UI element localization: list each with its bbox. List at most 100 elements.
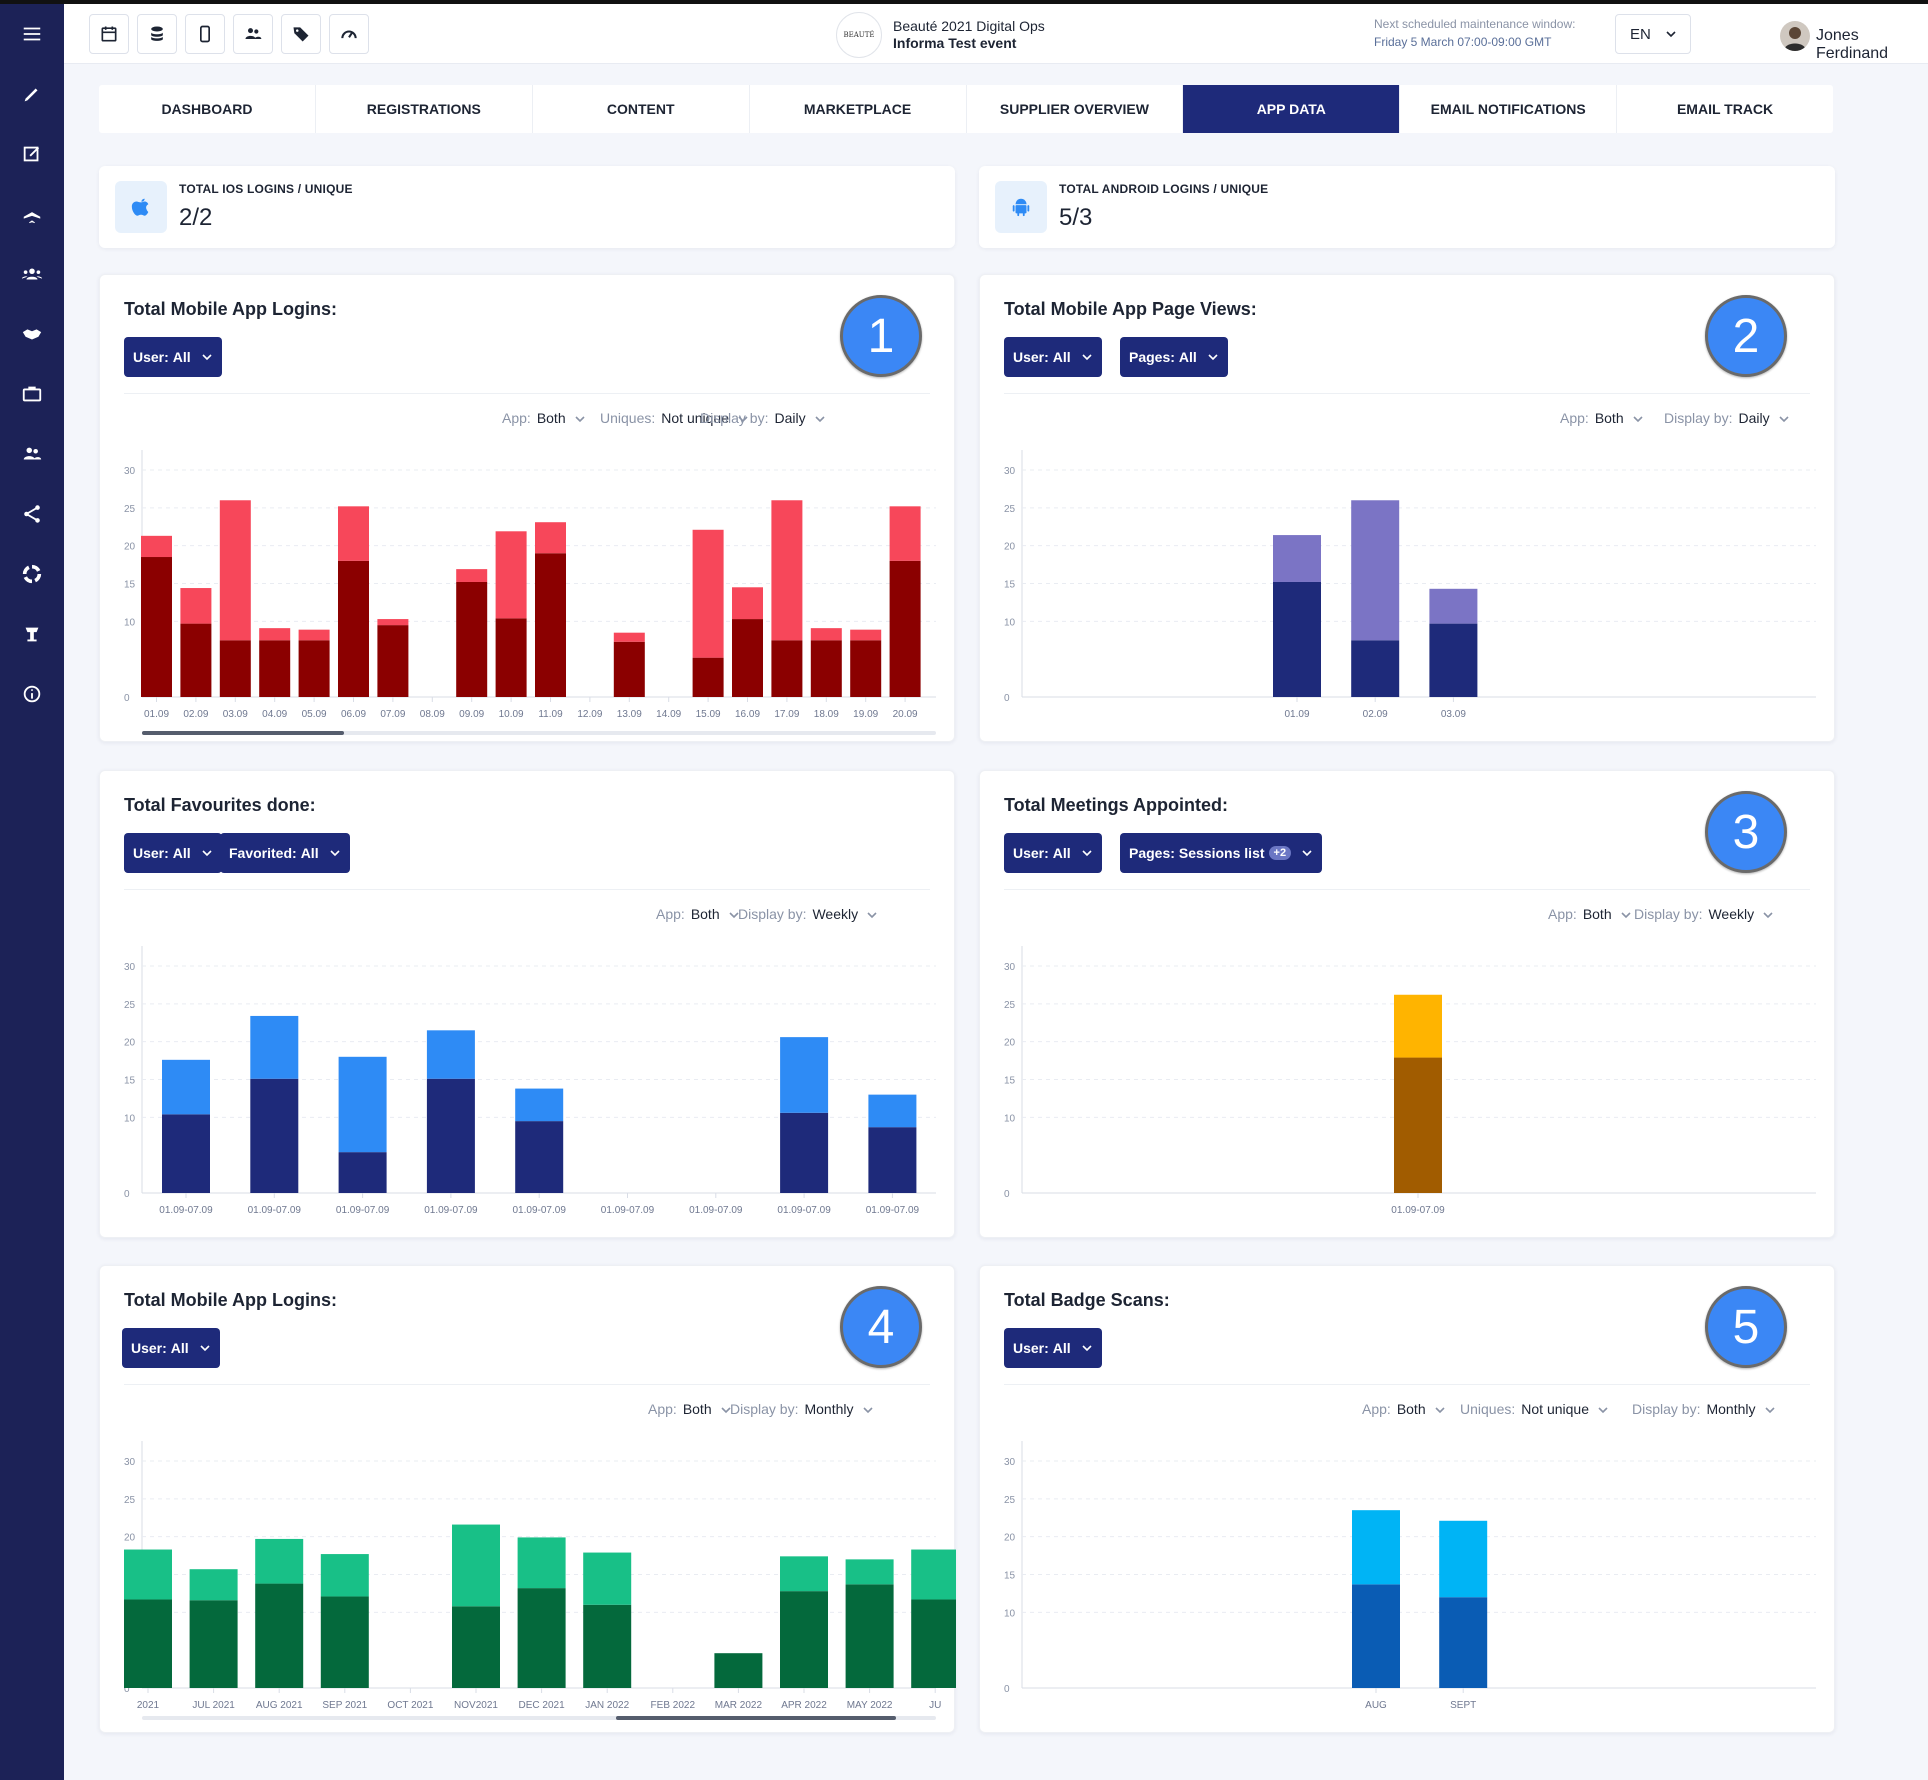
tab-supplier-overview[interactable]: SUPPLIER OVERVIEW [967, 85, 1184, 133]
bar-segment[interactable] [456, 581, 488, 697]
filter-dropdown[interactable]: Display by: Monthly [730, 1401, 874, 1417]
bar-segment[interactable] [259, 640, 291, 697]
bar-segment[interactable] [298, 640, 330, 697]
bar-segment[interactable] [124, 1599, 172, 1688]
tab-email-notifications[interactable]: EMAIL NOTIFICATIONS [1400, 85, 1618, 133]
tab-app-data[interactable]: APP DATA [1183, 85, 1401, 133]
bar-segment[interactable] [535, 522, 566, 554]
bar-segment[interactable] [452, 1524, 500, 1607]
filter-dropdown[interactable]: Uniques: Not unique [1460, 1401, 1609, 1417]
filter-pill[interactable]: User: All [1004, 1328, 1102, 1368]
bar-segment[interactable] [320, 1596, 369, 1688]
bar-segment[interactable] [320, 1554, 369, 1597]
bar-segment[interactable] [850, 640, 882, 697]
bar-segment[interactable] [162, 1059, 210, 1115]
bar-segment[interactable] [1352, 1510, 1400, 1585]
bar-segment[interactable] [338, 1056, 387, 1153]
avatar[interactable] [1780, 21, 1810, 51]
bar-segment[interactable] [732, 619, 763, 697]
filter-pill[interactable]: User: All [1004, 833, 1102, 873]
bar-segment[interactable] [495, 531, 527, 619]
bar-segment[interactable] [456, 569, 488, 582]
bar-segment[interactable] [850, 629, 882, 641]
bar-segment[interactable] [780, 1112, 829, 1193]
filter-dropdown[interactable]: Uniques: Not unique [600, 410, 749, 426]
bar-segment[interactable] [426, 1030, 475, 1079]
pencil-icon[interactable] [0, 64, 64, 124]
edit-icon[interactable] [0, 124, 64, 184]
bar-segment[interactable] [426, 1078, 475, 1193]
bar-segment[interactable] [1273, 535, 1321, 582]
bar-segment[interactable] [452, 1606, 500, 1688]
bar-segment[interactable] [692, 657, 724, 697]
bar-segment[interactable] [189, 1569, 238, 1601]
user-name[interactable]: Jones Ferdinand [1816, 27, 1889, 62]
tab-email-track[interactable]: EMAIL TRACK [1676, 101, 1774, 117]
filter-dropdown[interactable]: Display by: Weekly [1634, 906, 1774, 922]
bar-segment[interactable] [180, 588, 212, 624]
tab-content[interactable]: CONTENT [533, 85, 750, 133]
filter-dropdown[interactable]: Display by: Monthly [1632, 1401, 1776, 1417]
bar-segment[interactable] [889, 506, 921, 561]
filter-dropdown[interactable]: Display by: Weekly [738, 906, 878, 922]
bar-segment[interactable] [250, 1015, 299, 1079]
bar-segment[interactable] [868, 1094, 917, 1128]
bar-segment[interactable] [219, 500, 251, 641]
bar-segment[interactable] [255, 1538, 304, 1584]
bar-segment[interactable] [583, 1604, 632, 1688]
bar-segment[interactable] [583, 1552, 632, 1605]
filter-dropdown[interactable]: Display by: Daily [700, 410, 826, 426]
scrollbar-track[interactable] [142, 1716, 936, 1720]
menu-icon[interactable] [0, 4, 64, 64]
lifebuoy-icon[interactable] [0, 544, 64, 604]
bar-segment[interactable] [255, 1583, 304, 1688]
bar-segment[interactable] [714, 1653, 763, 1688]
bar-segment[interactable] [517, 1588, 566, 1688]
bar-segment[interactable] [1439, 1597, 1488, 1688]
filter-dropdown[interactable]: App: Both [502, 410, 586, 426]
bar-segment[interactable] [845, 1559, 894, 1585]
bar-segment[interactable] [180, 623, 212, 697]
bar-segment[interactable] [780, 1556, 828, 1592]
info-icon[interactable] [0, 664, 64, 724]
bar-segment[interactable] [1394, 1057, 1442, 1193]
bar-segment[interactable] [517, 1537, 566, 1589]
bar-segment[interactable] [535, 553, 566, 697]
bar-segment[interactable] [780, 1037, 829, 1113]
handshake-icon[interactable] [0, 304, 64, 364]
bar-segment[interactable] [732, 587, 763, 620]
bar-segment[interactable] [338, 506, 369, 561]
bar-segment[interactable] [1352, 1584, 1400, 1688]
group-icon[interactable] [0, 244, 64, 304]
bar-segment[interactable] [1351, 640, 1400, 697]
bar-segment[interactable] [250, 1078, 299, 1193]
bar-segment[interactable] [810, 640, 842, 697]
calendar-icon[interactable] [89, 14, 129, 54]
filter-pill[interactable]: Favorited: All [220, 833, 350, 873]
bar-segment[interactable] [377, 619, 409, 626]
bar-segment[interactable] [1394, 994, 1442, 1058]
tab-marketplace[interactable]: MARKETPLACE [750, 85, 967, 133]
bar-segment[interactable] [911, 1549, 956, 1600]
filter-dropdown[interactable]: App: Both [1560, 410, 1644, 426]
filter-dropdown[interactable]: App: Both [656, 906, 740, 922]
bar-segment[interactable] [1273, 581, 1321, 697]
bar-segment[interactable] [515, 1121, 564, 1193]
bar-segment[interactable] [259, 628, 291, 641]
language-select[interactable]: EN [1615, 14, 1691, 54]
bar-segment[interactable] [141, 557, 172, 697]
bar-segment[interactable] [1429, 588, 1478, 624]
tag-icon[interactable] [281, 14, 321, 54]
plane-icon[interactable] [0, 184, 64, 244]
filter-pill[interactable]: Pages: Sessions list +2 [1120, 833, 1323, 873]
share-icon[interactable] [0, 484, 64, 544]
filter-pill[interactable]: User: All [124, 833, 222, 873]
filter-pill[interactable]: User: All [1004, 337, 1102, 377]
bar-segment[interactable] [868, 1127, 917, 1193]
bar-segment[interactable] [771, 500, 803, 641]
scrollbar-thumb[interactable] [142, 731, 344, 735]
bar-segment[interactable] [338, 560, 369, 697]
bar-segment[interactable] [495, 618, 527, 697]
bar-segment[interactable] [613, 641, 645, 697]
scrollbar-thumb[interactable] [616, 1716, 896, 1720]
